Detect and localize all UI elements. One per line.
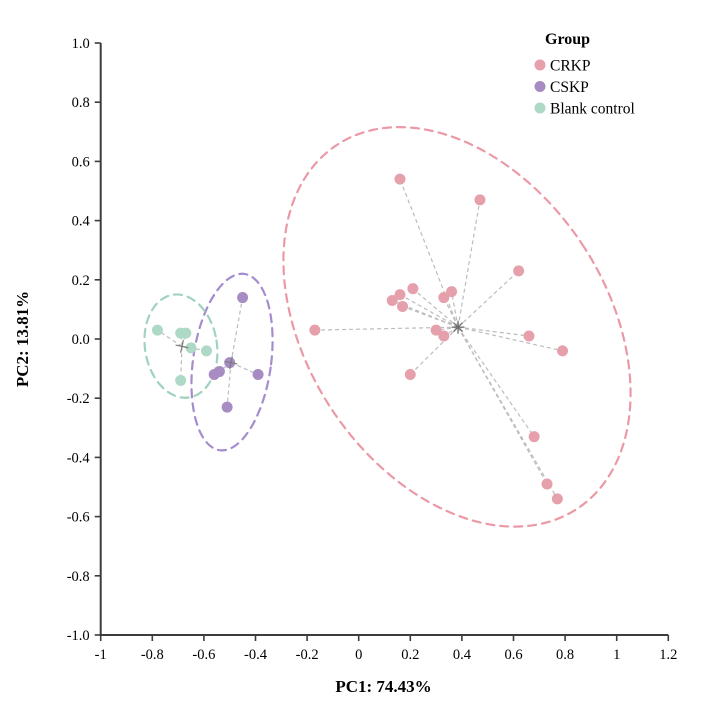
spider-line: [450, 291, 459, 328]
data-point-crkp: [430, 324, 442, 336]
spider-line: [457, 326, 535, 438]
x-tick-label: 0.6: [504, 647, 522, 663]
spider-line: [412, 288, 459, 328]
centroid-cross-arm: [229, 356, 233, 370]
x-tick-label: -0.2: [296, 647, 319, 663]
x-tick-label: -0.6: [192, 647, 215, 663]
spider-line: [180, 346, 183, 381]
y-tick-label: 0.0: [72, 332, 90, 348]
data-points-layer: [151, 173, 569, 505]
data-point-blank-control: [200, 345, 212, 357]
spider-line: [180, 333, 183, 347]
data-point-crkp: [513, 265, 525, 277]
spider-line: [226, 362, 232, 408]
data-point-crkp: [404, 369, 416, 381]
data-point-cskp: [221, 401, 233, 413]
legend-swatch-crkp: [534, 59, 546, 71]
legend-title: Group: [545, 31, 590, 48]
confidence-ellipse-crkp: [282, 126, 632, 528]
data-point-crkp: [394, 289, 406, 301]
spider-line: [457, 326, 563, 352]
axes-layer: -1 -0.8 -0.6 -0.4 -0.2 0 0.2 0.4 0.6 0.8 1 1.2 1.0 0.…: [13, 36, 677, 696]
data-point-blank-control: [175, 374, 187, 386]
legend-swatch-cskp: [534, 81, 546, 92]
spider-line: [399, 294, 459, 328]
centroid-markers-layer: [175, 320, 465, 370]
centroid-cross-arm: [180, 339, 184, 353]
x-tick-label: 0.4: [453, 647, 472, 663]
data-point-crkp: [446, 286, 458, 298]
x-tick-label: 0.8: [556, 647, 574, 663]
data-point-crkp: [386, 295, 398, 307]
y-tick-label: -0.6: [67, 510, 90, 526]
x-tick-label: -0.8: [141, 647, 164, 663]
centroid-cross-blank-control: [175, 339, 189, 353]
x-tick-label: -1: [95, 647, 107, 663]
spider-line: [409, 326, 459, 375]
centroid-asterisk-crkp: [451, 320, 465, 334]
y-tick-label: 0.6: [72, 154, 90, 170]
spider-line: [457, 270, 520, 328]
x-tick-label: 1: [613, 647, 620, 663]
y-tick-label: -0.8: [67, 569, 90, 585]
spider-line: [457, 199, 481, 328]
centroid-asterisk-arm: [452, 322, 464, 333]
data-point-crkp: [438, 292, 450, 304]
legend-swatch-blank-control: [534, 102, 546, 114]
data-point-crkp: [557, 345, 569, 357]
data-point-crkp: [309, 324, 321, 336]
data-point-crkp: [394, 173, 406, 185]
confidence-ellipse-blank-control: [143, 293, 219, 399]
data-point-crkp: [523, 330, 535, 342]
y-tick-label: 1.0: [72, 36, 90, 52]
x-tick-label: -0.4: [244, 647, 268, 663]
spider-line: [443, 297, 459, 328]
data-point-crkp: [541, 478, 553, 490]
data-point-crkp: [474, 194, 486, 206]
legend-label-crkp: CRKP: [550, 58, 591, 75]
data-point-blank-control: [180, 327, 192, 339]
data-point-crkp: [397, 300, 409, 312]
data-point-cskp: [213, 366, 225, 378]
confidence-ellipse-cskp: [190, 272, 274, 452]
legend: Group CRKP CSKP Blank control: [534, 31, 635, 118]
x-tick-label: 0.2: [401, 647, 419, 663]
y-tick-label: 0.4: [72, 214, 91, 230]
y-axis-title: PC2: 13.81%: [13, 291, 32, 387]
data-point-crkp: [528, 431, 540, 443]
data-point-crkp: [407, 283, 419, 295]
spider-line: [457, 326, 530, 337]
spider-line: [230, 297, 244, 363]
x-axis-title: PC1: 74.43%: [335, 677, 431, 696]
spider-line: [457, 326, 548, 485]
legend-label-blank-control: Blank control: [550, 101, 635, 118]
centroid-cross-cskp: [224, 356, 238, 370]
x-tick-label: 0: [355, 647, 362, 663]
data-point-blank-control: [185, 342, 197, 354]
y-tick-label: -0.2: [67, 391, 90, 407]
data-point-cskp: [252, 369, 264, 381]
y-tick-label: 0.8: [72, 95, 90, 111]
y-tick-label: 0.2: [72, 273, 90, 289]
spider-line: [457, 326, 558, 500]
x-tick-label: 1.2: [659, 647, 677, 663]
y-tick-label: -1.0: [67, 628, 90, 644]
spider-line: [399, 178, 459, 328]
data-point-crkp: [551, 493, 563, 505]
group-ellipses-layer: [143, 126, 632, 528]
data-point-cskp: [237, 292, 249, 304]
legend-label-cskp: CSKP: [550, 79, 589, 96]
spider-line: [402, 305, 459, 328]
data-point-blank-control: [151, 324, 163, 336]
data-point-crkp: [438, 330, 450, 342]
y-tick-label: -0.4: [67, 450, 91, 466]
